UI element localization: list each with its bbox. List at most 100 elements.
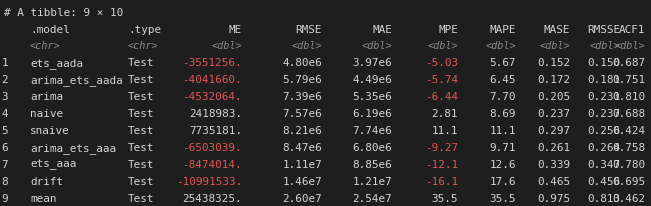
Text: 2.81: 2.81 <box>432 109 458 118</box>
Text: 8.69: 8.69 <box>490 109 516 118</box>
Text: 1.46e7: 1.46e7 <box>283 176 322 186</box>
Text: 0.975: 0.975 <box>537 193 570 203</box>
Text: 9.71: 9.71 <box>490 142 516 152</box>
Text: MAPE: MAPE <box>490 25 516 35</box>
Text: 0.687: 0.687 <box>612 58 645 68</box>
Text: 5.35e6: 5.35e6 <box>352 91 392 102</box>
Text: RMSSE: RMSSE <box>587 25 620 35</box>
Text: -12.1: -12.1 <box>425 159 458 169</box>
Text: 11.1: 11.1 <box>490 125 516 135</box>
Text: 0.231: 0.231 <box>587 91 620 102</box>
Text: 0.150: 0.150 <box>587 58 620 68</box>
Text: 0.152: 0.152 <box>537 58 570 68</box>
Text: 7.39e6: 7.39e6 <box>283 91 322 102</box>
Text: 6: 6 <box>1 142 8 152</box>
Text: -9.27: -9.27 <box>425 142 458 152</box>
Text: 1.11e7: 1.11e7 <box>283 159 322 169</box>
Text: 7: 7 <box>1 159 8 169</box>
Text: 0.751: 0.751 <box>612 75 645 85</box>
Text: Test: Test <box>128 142 154 152</box>
Text: <dbl>: <dbl> <box>427 41 458 51</box>
Text: 0.688: 0.688 <box>612 109 645 118</box>
Text: 8.85e6: 8.85e6 <box>352 159 392 169</box>
Text: 0.172: 0.172 <box>537 75 570 85</box>
Text: 0.237: 0.237 <box>537 109 570 118</box>
Text: 11.1: 11.1 <box>432 125 458 135</box>
Text: 35.5: 35.5 <box>490 193 516 203</box>
Text: 0.456: 0.456 <box>587 176 620 186</box>
Text: -5.03: -5.03 <box>425 58 458 68</box>
Text: ACF1: ACF1 <box>618 25 645 35</box>
Text: # A tibble: 9 × 10: # A tibble: 9 × 10 <box>4 8 123 18</box>
Text: MPE: MPE <box>438 25 458 35</box>
Text: MASE: MASE <box>544 25 570 35</box>
Text: 0.181: 0.181 <box>587 75 620 85</box>
Text: 7.70: 7.70 <box>490 91 516 102</box>
Text: ets_aada: ets_aada <box>30 58 83 69</box>
Text: ME: ME <box>229 25 242 35</box>
Text: 0.810: 0.810 <box>612 91 645 102</box>
Text: 0.695: 0.695 <box>612 176 645 186</box>
Text: 7735181.: 7735181. <box>189 125 242 135</box>
Text: -6503039.: -6503039. <box>182 142 242 152</box>
Text: 0.261: 0.261 <box>537 142 570 152</box>
Text: 4.49e6: 4.49e6 <box>352 75 392 85</box>
Text: 9: 9 <box>1 193 8 203</box>
Text: Test: Test <box>128 176 154 186</box>
Text: 0.347: 0.347 <box>587 159 620 169</box>
Text: 0.237: 0.237 <box>587 109 620 118</box>
Text: -16.1: -16.1 <box>425 176 458 186</box>
Text: <chr>: <chr> <box>128 41 159 51</box>
Text: Test: Test <box>128 125 154 135</box>
Text: <dbl>: <dbl> <box>540 41 570 51</box>
Text: 0.465: 0.465 <box>537 176 570 186</box>
Text: 0.758: 0.758 <box>612 142 645 152</box>
Text: 5: 5 <box>1 125 8 135</box>
Text: 0.424: 0.424 <box>612 125 645 135</box>
Text: arima_ets_aada: arima_ets_aada <box>30 75 123 85</box>
Text: drift: drift <box>30 176 63 186</box>
Text: ets_aaa: ets_aaa <box>30 159 76 170</box>
Text: <dbl>: <dbl> <box>361 41 392 51</box>
Text: 7.74e6: 7.74e6 <box>352 125 392 135</box>
Text: <chr>: <chr> <box>30 41 61 51</box>
Text: Test: Test <box>128 58 154 68</box>
Text: Test: Test <box>128 159 154 169</box>
Text: 0.256: 0.256 <box>587 125 620 135</box>
Text: <dbl>: <dbl> <box>212 41 242 51</box>
Text: 12.6: 12.6 <box>490 159 516 169</box>
Text: -10991533.: -10991533. <box>176 176 242 186</box>
Text: 2.54e7: 2.54e7 <box>352 193 392 203</box>
Text: <dbl>: <dbl> <box>292 41 322 51</box>
Text: .model: .model <box>30 25 70 35</box>
Text: 6.80e6: 6.80e6 <box>352 142 392 152</box>
Text: 1: 1 <box>1 58 8 68</box>
Text: 25438325.: 25438325. <box>182 193 242 203</box>
Text: 6.45: 6.45 <box>490 75 516 85</box>
Text: 35.5: 35.5 <box>432 193 458 203</box>
Text: <dbl>: <dbl> <box>589 41 620 51</box>
Text: 8.47e6: 8.47e6 <box>283 142 322 152</box>
Text: 3.97e6: 3.97e6 <box>352 58 392 68</box>
Text: 0.813: 0.813 <box>587 193 620 203</box>
Text: <dbl>: <dbl> <box>486 41 516 51</box>
Text: mean: mean <box>30 193 57 203</box>
Text: 0.297: 0.297 <box>537 125 570 135</box>
Text: naive: naive <box>30 109 63 118</box>
Text: -3551256.: -3551256. <box>182 58 242 68</box>
Text: Test: Test <box>128 109 154 118</box>
Text: 2.60e7: 2.60e7 <box>283 193 322 203</box>
Text: Test: Test <box>128 75 154 85</box>
Text: 0.339: 0.339 <box>537 159 570 169</box>
Text: -8474014.: -8474014. <box>182 159 242 169</box>
Text: Test: Test <box>128 91 154 102</box>
Text: <dbl>: <dbl> <box>615 41 645 51</box>
Text: -6.44: -6.44 <box>425 91 458 102</box>
Text: 3: 3 <box>1 91 8 102</box>
Text: 8: 8 <box>1 176 8 186</box>
Text: 2: 2 <box>1 75 8 85</box>
Text: 8.21e6: 8.21e6 <box>283 125 322 135</box>
Text: arima_ets_aaa: arima_ets_aaa <box>30 142 116 153</box>
Text: 5.79e6: 5.79e6 <box>283 75 322 85</box>
Text: 0.264: 0.264 <box>587 142 620 152</box>
